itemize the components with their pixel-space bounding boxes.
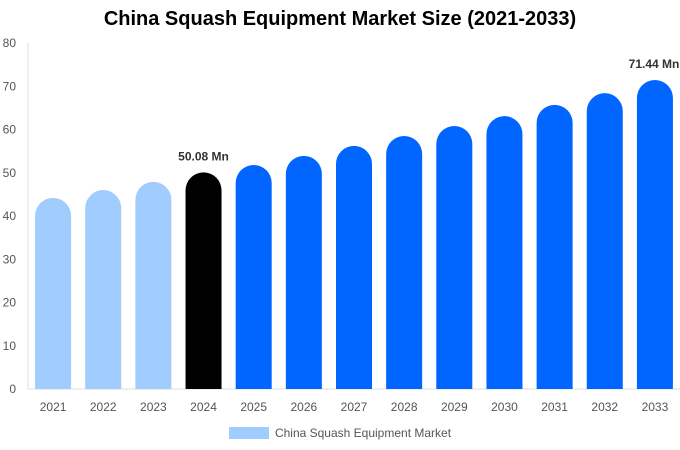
x-tick-label: 2025 xyxy=(240,400,267,414)
bar-2031 xyxy=(536,104,573,389)
bar-2029 xyxy=(436,126,473,390)
y-tick-label: 80 xyxy=(3,36,17,50)
bar-2026 xyxy=(285,155,322,389)
x-tick-label: 2023 xyxy=(140,400,167,414)
y-tick-label: 0 xyxy=(9,382,16,396)
bar-2024 xyxy=(185,172,222,389)
y-tick-label: 60 xyxy=(3,123,17,137)
x-tick-label: 2024 xyxy=(190,400,217,414)
y-tick-label: 10 xyxy=(3,339,17,353)
x-tick-label: 2033 xyxy=(642,400,669,414)
y-tick-label: 70 xyxy=(3,79,17,93)
x-tick-label: 2032 xyxy=(591,400,618,414)
bar-2033 xyxy=(636,80,673,389)
x-tick-label: 2022 xyxy=(90,400,117,414)
chart-title: China Squash Equipment Market Size (2021… xyxy=(103,8,577,30)
x-tick-label: 2030 xyxy=(491,400,518,414)
bar-2025 xyxy=(235,164,272,389)
legend-swatch xyxy=(228,427,269,439)
data-label-2024: 50.08 Mn xyxy=(178,149,229,163)
x-tick-label: 2021 xyxy=(40,400,67,414)
x-tick-label: 2031 xyxy=(541,400,568,414)
legend-label: China Squash Equipment Market xyxy=(274,426,452,440)
bar-2021 xyxy=(35,197,72,389)
bar-2028 xyxy=(386,135,423,389)
x-tick-label: 2028 xyxy=(391,400,418,414)
bar-2023 xyxy=(135,181,172,389)
y-tick-label: 20 xyxy=(3,296,17,310)
bar-2032 xyxy=(586,93,623,390)
y-tick-label: 40 xyxy=(3,209,17,223)
bar-2030 xyxy=(486,116,523,390)
y-tick-label: 30 xyxy=(3,252,17,266)
x-tick-label: 2026 xyxy=(290,400,317,414)
x-tick-label: 2027 xyxy=(341,400,368,414)
y-tick-label: 50 xyxy=(3,166,17,180)
data-label-2033: 71.44 Mn xyxy=(629,57,680,71)
legend: China Squash Equipment Market xyxy=(0,426,680,440)
bar-2027 xyxy=(336,145,372,389)
bar-2022 xyxy=(85,190,122,389)
x-tick-label: 2029 xyxy=(441,400,468,414)
